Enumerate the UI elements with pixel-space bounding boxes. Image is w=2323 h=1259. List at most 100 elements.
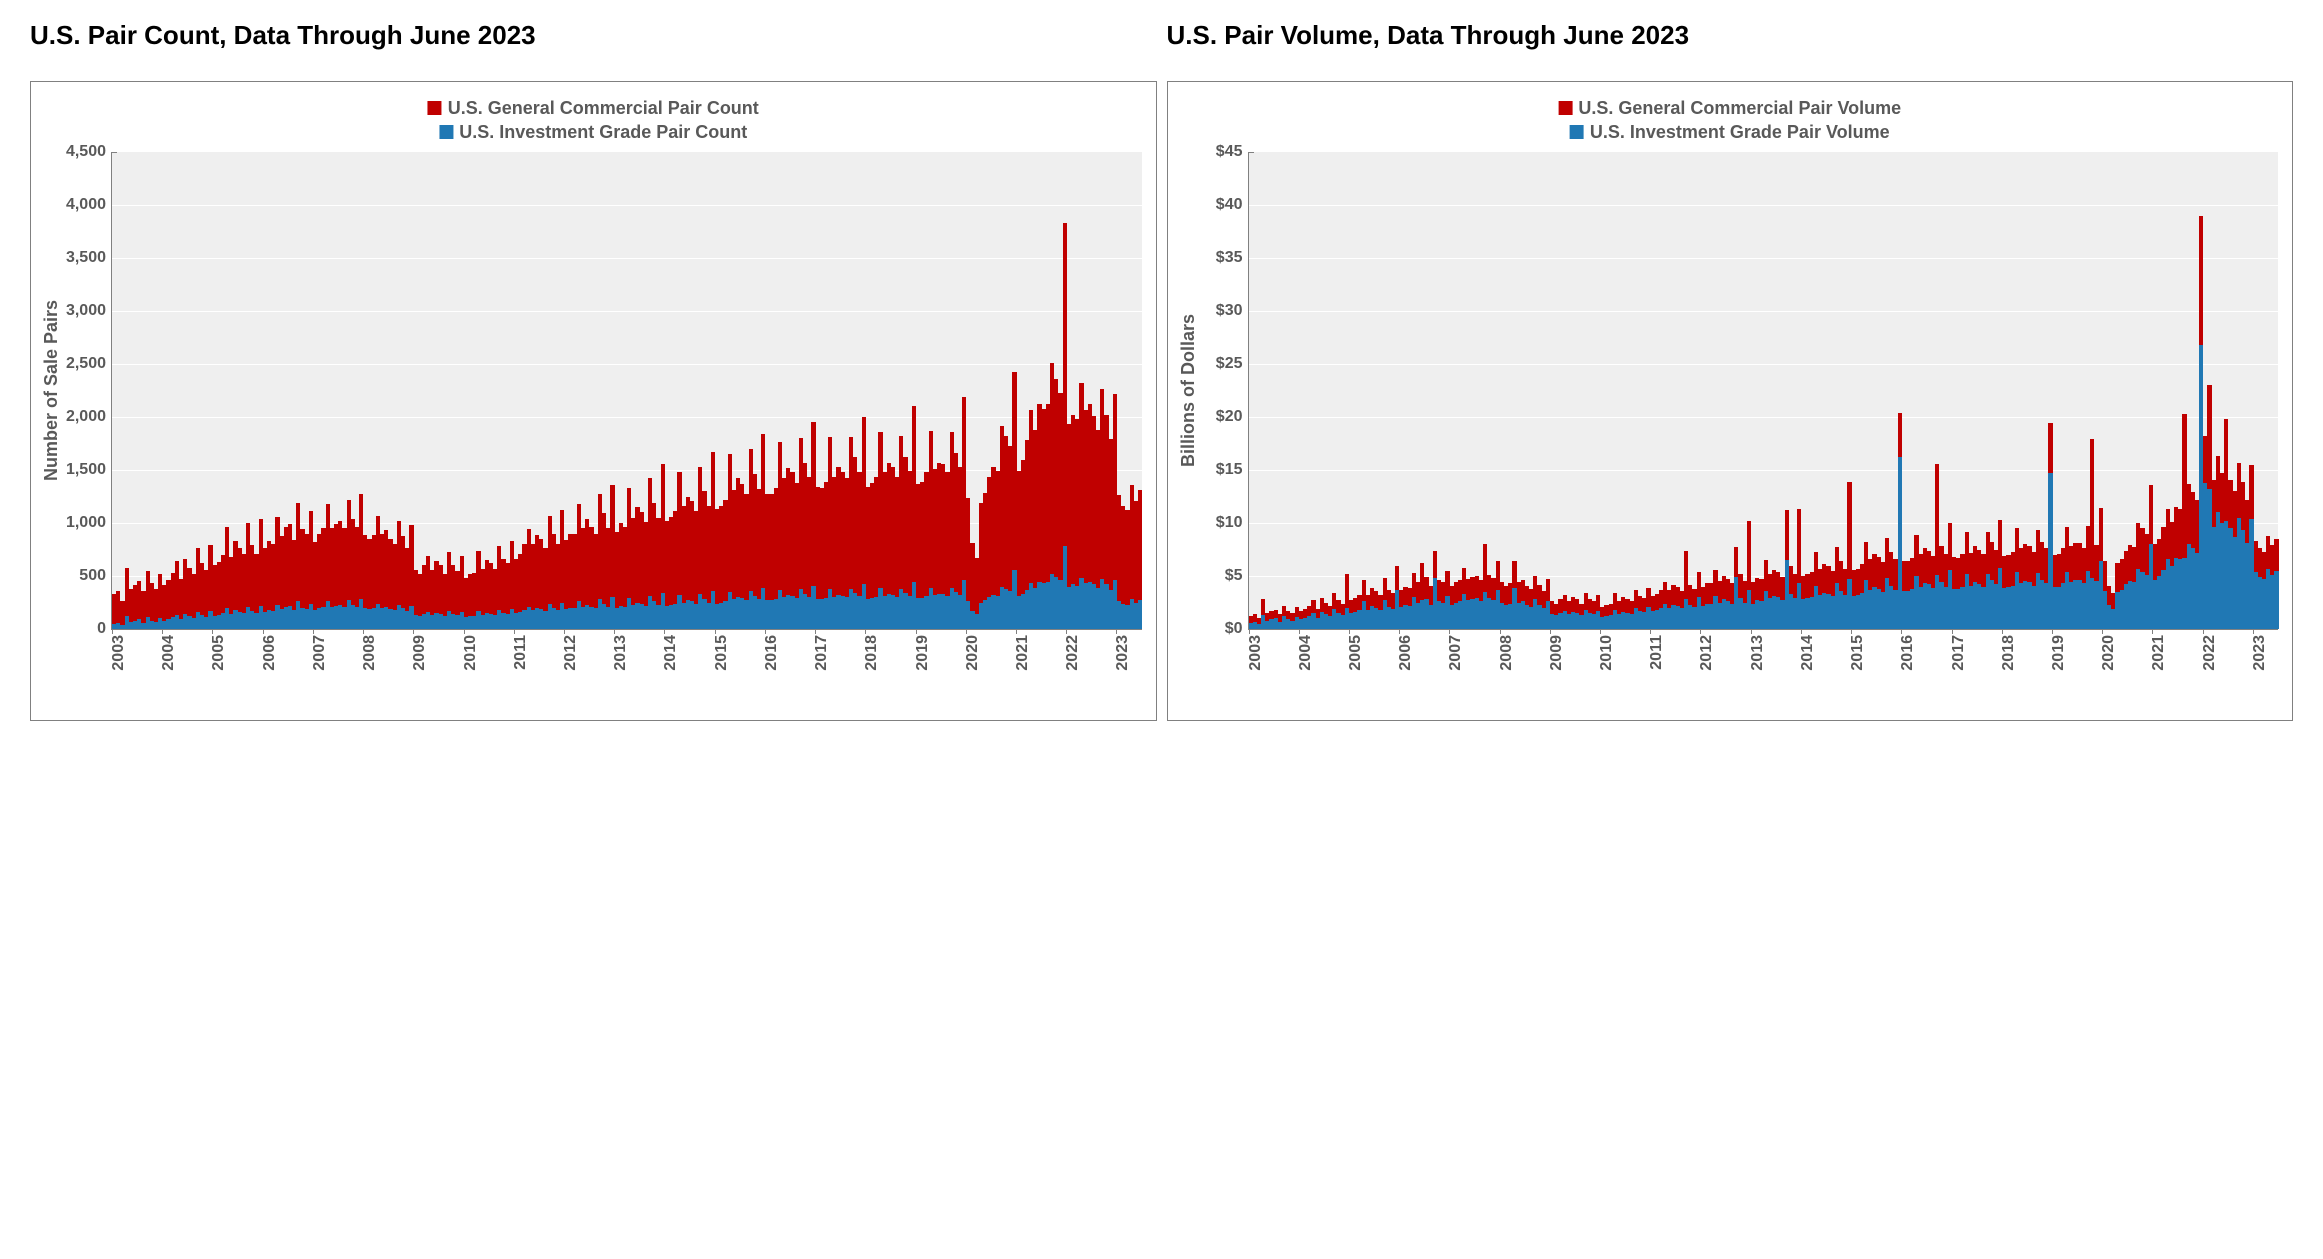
bar-segment-investment: [1138, 600, 1142, 629]
x-tick-mark: [715, 629, 716, 634]
x-tick-mark: [2002, 629, 2003, 634]
x-tick-label: 2016: [763, 635, 781, 671]
x-tick-label: 2010: [462, 635, 480, 671]
x-tick-label: 2008: [1498, 635, 1516, 671]
y-tick-label: 1,000: [66, 514, 112, 532]
x-tick-label: 2006: [1397, 635, 1415, 671]
x-tick-label: 2011: [1648, 635, 1666, 670]
y-tick-label: 3,500: [66, 249, 112, 267]
x-tick-mark: [464, 629, 465, 634]
legend-item: U.S. Investment Grade Pair Volume: [1558, 120, 1901, 144]
x-tick-mark: [112, 629, 113, 634]
bar-segment-commercial: [2274, 539, 2278, 571]
left-plot-area: 05001,0001,5002,0002,5003,0003,5004,0004…: [111, 152, 1142, 630]
x-tick-label: 2017: [813, 635, 831, 671]
x-tick-mark: [1700, 629, 1701, 634]
x-tick-mark: [1650, 629, 1651, 634]
x-tick-mark: [2102, 629, 2103, 634]
x-tick-mark: [212, 629, 213, 634]
x-tick-label: 2013: [1749, 635, 1767, 671]
y-tick-label: $15: [1216, 461, 1249, 479]
x-tick-mark: [564, 629, 565, 634]
x-tick-label: 2003: [110, 635, 128, 671]
x-tick-label: 2018: [2000, 635, 2018, 671]
x-tick-mark: [1500, 629, 1501, 634]
x-tick-label: 2008: [361, 635, 379, 671]
x-tick-mark: [1600, 629, 1601, 634]
x-tick-label: 2021: [1014, 635, 1032, 671]
chart-pair-container: U.S. Pair Count, Data Through June 2023 …: [0, 0, 2323, 741]
x-tick-label: 2005: [210, 635, 228, 671]
x-tick-mark: [2253, 629, 2254, 634]
y-tick-label: 500: [79, 567, 112, 585]
x-tick-label: 2010: [1598, 635, 1616, 671]
x-tick-mark: [815, 629, 816, 634]
legend-swatch: [1570, 125, 1584, 139]
left-legend: U.S. General Commercial Pair CountU.S. I…: [428, 96, 759, 145]
x-tick-label: 2009: [411, 635, 429, 671]
x-tick-label: 2019: [2050, 635, 2068, 671]
x-tick-label: 2009: [1548, 635, 1566, 671]
x-tick-mark: [2203, 629, 2204, 634]
x-tick-mark: [1016, 629, 1017, 634]
x-tick-mark: [162, 629, 163, 634]
x-tick-label: 2015: [1849, 635, 1867, 671]
x-tick-label: 2003: [1247, 635, 1265, 671]
bar-segment-investment: [2274, 571, 2278, 629]
x-tick-label: 2015: [713, 635, 731, 671]
left-chart: U.S. General Commercial Pair CountU.S. I…: [30, 81, 1157, 721]
y-tick-label: 3,000: [66, 302, 112, 320]
left-ylabel: Number of Sale Pairs: [41, 209, 62, 390]
x-tick-label: 2020: [964, 635, 982, 671]
x-tick-label: 2020: [2100, 635, 2118, 671]
right-chart: U.S. General Commercial Pair VolumeU.S. …: [1167, 81, 2294, 721]
x-tick-mark: [2152, 629, 2153, 634]
x-tick-mark: [363, 629, 364, 634]
x-tick-mark: [765, 629, 766, 634]
x-tick-label: 2007: [1447, 635, 1465, 671]
y-tick-label: $35: [1216, 249, 1249, 267]
legend-item: U.S. General Commercial Pair Count: [428, 96, 759, 120]
legend-item: U.S. Investment Grade Pair Count: [428, 120, 759, 144]
left-bars: [112, 152, 1142, 629]
x-tick-label: 2014: [1799, 635, 1817, 671]
x-tick-label: 2004: [160, 635, 178, 671]
x-tick-label: 2006: [261, 635, 279, 671]
x-tick-mark: [865, 629, 866, 634]
legend-swatch: [439, 125, 453, 139]
bar: [1138, 152, 1142, 629]
right-legend: U.S. General Commercial Pair VolumeU.S. …: [1558, 96, 1901, 145]
x-tick-mark: [1550, 629, 1551, 634]
y-tick-label: 1,500: [66, 461, 112, 479]
right-bars: [1249, 152, 2279, 629]
x-tick-mark: [1801, 629, 1802, 634]
right-panel: U.S. Pair Volume, Data Through June 2023…: [1167, 20, 2294, 721]
x-tick-mark: [1249, 629, 1250, 634]
legend-label: U.S. General Commercial Pair Count: [448, 96, 759, 120]
x-tick-mark: [514, 629, 515, 634]
x-tick-label: 2019: [914, 635, 932, 671]
x-tick-mark: [1399, 629, 1400, 634]
x-tick-mark: [1299, 629, 1300, 634]
x-tick-label: 2007: [311, 635, 329, 671]
x-tick-label: 2023: [1114, 635, 1132, 671]
x-tick-label: 2018: [863, 635, 881, 671]
y-tick-label: $10: [1216, 514, 1249, 532]
x-tick-mark: [1952, 629, 1953, 634]
x-tick-label: 2022: [1064, 635, 1082, 671]
x-tick-mark: [1449, 629, 1450, 634]
x-tick-mark: [1851, 629, 1852, 634]
x-tick-label: 2012: [562, 635, 580, 671]
legend-item: U.S. General Commercial Pair Volume: [1558, 96, 1901, 120]
x-tick-label: 2014: [662, 635, 680, 671]
y-tick-label: 2,000: [66, 408, 112, 426]
x-tick-mark: [966, 629, 967, 634]
y-tick-label: $40: [1216, 196, 1249, 214]
x-tick-mark: [413, 629, 414, 634]
legend-label: U.S. General Commercial Pair Volume: [1578, 96, 1901, 120]
x-tick-mark: [2052, 629, 2053, 634]
x-tick-label: 2005: [1347, 635, 1365, 671]
y-tick-label: $25: [1216, 355, 1249, 373]
x-tick-mark: [313, 629, 314, 634]
right-title: U.S. Pair Volume, Data Through June 2023: [1167, 20, 2294, 51]
